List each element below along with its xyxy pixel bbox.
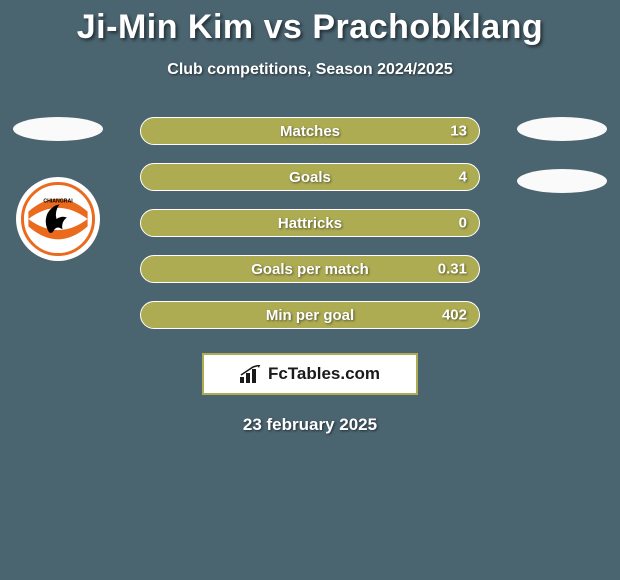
brand-box: FcTables.com [202, 353, 418, 395]
page-title: Ji-Min Kim vs Prachobklang [0, 0, 620, 47]
stat-label: Matches [280, 123, 340, 140]
subtitle: Club competitions, Season 2024/2025 [0, 61, 620, 79]
brand-chart-icon [240, 365, 262, 383]
stat-label: Hattricks [278, 215, 342, 232]
stat-row-matches: Matches 13 [140, 117, 480, 145]
stat-row-min-per-goal: Min per goal 402 [140, 301, 480, 329]
stat-label: Goals per match [251, 261, 369, 278]
stats-bars: Matches 13 Goals 4 Hattricks 0 Goals per… [140, 117, 480, 329]
stat-value-player1: 4 [459, 169, 467, 186]
left-player-column: CHIANGRAI [8, 117, 108, 261]
right-player-column [512, 117, 612, 193]
svg-text:CHIANGRAI: CHIANGRAI [43, 199, 73, 205]
brand-text: FcTables.com [268, 364, 380, 384]
footer-date: 23 february 2025 [0, 415, 620, 435]
stat-row-hattricks: Hattricks 0 [140, 209, 480, 237]
stat-value-player1: 0.31 [438, 261, 467, 278]
stat-value-player1: 0 [459, 215, 467, 232]
stat-row-goals-per-match: Goals per match 0.31 [140, 255, 480, 283]
stat-row-goals: Goals 4 [140, 163, 480, 191]
player1-club-logo: CHIANGRAI [16, 177, 100, 261]
player2-photo-placeholder [517, 117, 607, 141]
comparison-main: CHIANGRAI Matches 13 Goals 4 Hattricks 0… [0, 117, 620, 435]
stat-value-player1: 402 [442, 307, 467, 324]
club-badge-icon: CHIANGRAI [21, 182, 95, 256]
stat-value-player1: 13 [450, 123, 467, 140]
stat-label: Goals [289, 169, 331, 186]
stat-label: Min per goal [266, 307, 354, 324]
player2-club-placeholder [517, 169, 607, 193]
player1-photo-placeholder [13, 117, 103, 141]
